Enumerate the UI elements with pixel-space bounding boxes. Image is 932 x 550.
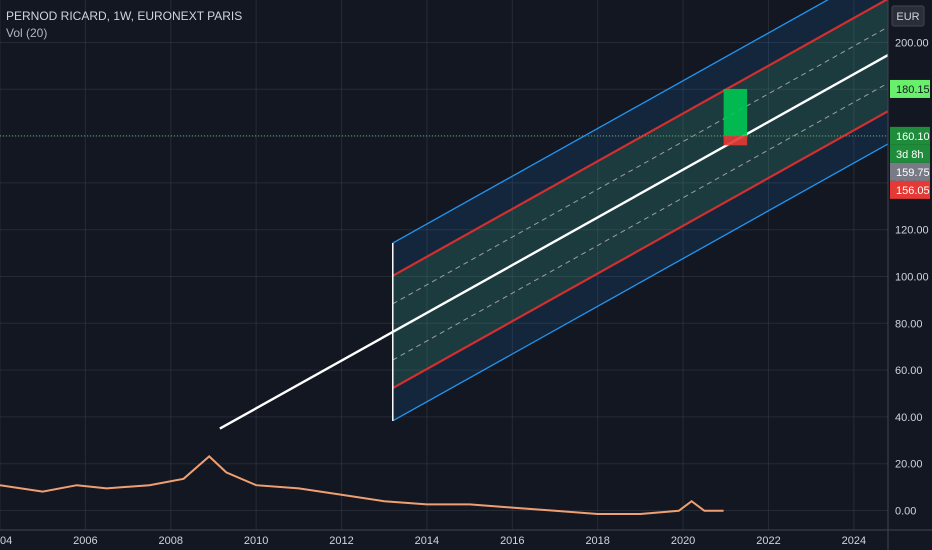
time-tick-label: 2022 [756, 535, 780, 547]
channel-dashed-line [392, 82, 889, 361]
time-tick-label: 2004 [0, 535, 12, 547]
regression-line [219, 54, 889, 430]
target-price-tag-text: 180.15 [896, 84, 930, 96]
symbol-title[interactable]: PERNOD RICARD, 1W, EURONEXT PARIS [6, 9, 243, 23]
channel-outer-fill [392, 0, 888, 421]
volume-ma-line [0, 455, 724, 515]
channel-blue-line [392, 0, 829, 244]
price-tick-label: 40.00 [895, 412, 923, 424]
price-tags: 180.15 160.10 3d 8h 159.75 156.05 [890, 79, 930, 199]
regression-channel[interactable] [219, 0, 889, 430]
last-close-tag-text: 160.10 [896, 131, 930, 143]
entry-level-tag-text: 159.75 [896, 167, 930, 179]
bar-countdown-tag [890, 144, 930, 163]
position-profit-zone [723, 88, 748, 136]
time-tick-label: 2012 [329, 535, 353, 547]
position-stop-zone [723, 135, 748, 146]
time-tick-label: 2024 [842, 535, 866, 547]
price-tick-label: 60.00 [895, 365, 923, 377]
channel-blue-line [392, 143, 889, 422]
channel-dashed-line [392, 26, 889, 305]
price-tick-label: 200.00 [895, 38, 929, 50]
time-tick-label: 2008 [159, 535, 183, 547]
time-tick-label: 2014 [415, 535, 439, 547]
time-tick-label: 2006 [73, 535, 97, 547]
bar-countdown-tag-text: 3d 8h [896, 149, 924, 161]
grid [0, 0, 888, 530]
time-tick-label: 2018 [585, 535, 609, 547]
entry-level-tag [890, 162, 930, 181]
channel-red-line [392, 0, 889, 277]
target-price-tag [890, 79, 930, 98]
currency-badge[interactable] [891, 5, 925, 27]
time-tick-label: 2020 [671, 535, 695, 547]
time-tick-label: 2016 [500, 535, 524, 547]
channel-red-line [392, 110, 889, 390]
price-tick-label: 100.00 [895, 272, 929, 284]
chart-legend: PERNOD RICARD, 1W, EURONEXT PARIS Vol (2… [6, 8, 242, 42]
stop-price-tag-text: 156.05 [896, 185, 930, 197]
stop-price-tag [890, 180, 930, 199]
price-tick-label: 80.00 [895, 318, 923, 330]
currency-label: EUR [896, 11, 919, 23]
price-tick-label: 0.00 [895, 506, 916, 518]
time-axis-panel [0, 530, 932, 550]
price-tick-label: 20.00 [895, 459, 923, 471]
time-tick-label: 2010 [244, 535, 268, 547]
volume-indicator-label[interactable]: Vol (20) [6, 26, 48, 40]
last-close-tag [890, 126, 930, 145]
long-position-box[interactable] [0, 88, 888, 146]
volume-bars [0, 455, 724, 515]
price-tick-label: 120.00 [895, 225, 929, 237]
